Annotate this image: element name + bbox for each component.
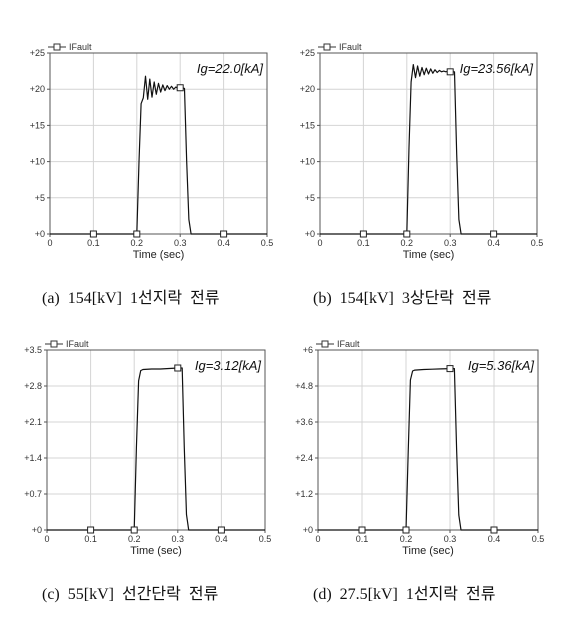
data-marker-a-0 <box>89 230 97 238</box>
x-tick-label-c-0: 0 <box>44 534 49 544</box>
series-line-d-0 <box>318 368 538 531</box>
annotation-b: Ig=23.56[kA] <box>460 61 534 76</box>
caption-b: (b) 154[kV] 3상단락 전류 <box>313 290 492 307</box>
y-tick-label-b-5: +25 <box>300 48 315 58</box>
x-tick-label-a-1: 0.1 <box>87 238 100 248</box>
data-marker-b-1 <box>403 230 411 238</box>
series-line-b-0 <box>320 63 537 235</box>
annotation-c: Ig=3.12[kA] <box>195 358 262 373</box>
caption-d: (d) 27.5[kV] 1선지락 전류 <box>313 586 496 603</box>
y-tick-label-a-2: +10 <box>30 157 45 167</box>
data-marker-d-3 <box>490 526 498 534</box>
x-tick-label-d-0: 0 <box>315 534 320 544</box>
x-axis-label-a: Time (sec) <box>133 249 185 261</box>
y-tick-label-a-4: +20 <box>30 84 45 94</box>
y-tick-label-a-5: +25 <box>30 48 45 58</box>
data-marker-c-3 <box>217 526 225 534</box>
y-tick-label-b-2: +10 <box>300 157 315 167</box>
plot-frame-b <box>319 52 538 235</box>
x-tick-label-b-5: 0.5 <box>531 238 544 248</box>
x-tick-label-a-2: 0.2 <box>131 238 144 248</box>
legend-marker-d <box>321 340 329 348</box>
x-tick-label-c-1: 0.1 <box>84 534 97 544</box>
x-tick-label-a-3: 0.3 <box>174 238 187 248</box>
x-tick-label-b-4: 0.4 <box>487 238 500 248</box>
plot-frame-a <box>49 52 268 235</box>
x-tick-label-d-3: 0.3 <box>444 534 457 544</box>
legend-label-d: IFault <box>337 339 360 349</box>
chart-c: +0 +0.7 +1.4 +2.1 +2.8 +3.5 0 0.1 0.2 0.3 0.4 0.5 Ti… <box>24 339 271 557</box>
legend-marker-c <box>50 340 58 348</box>
y-tick-label-c-1: +0.7 <box>24 489 42 499</box>
caption-a: (a) 154[kV] 1선지락 전류 <box>42 290 220 307</box>
data-marker-a-3 <box>220 230 228 238</box>
y-tick-label-d-2: +2.4 <box>295 453 313 463</box>
data-marker-a-1 <box>133 230 141 238</box>
data-marker-b-3 <box>490 230 498 238</box>
x-tick-label-b-0: 0 <box>317 238 322 248</box>
y-tick-label-b-4: +20 <box>300 84 315 94</box>
x-tick-label-c-5: 0.5 <box>259 534 272 544</box>
x-tick-label-b-2: 0.2 <box>401 238 414 248</box>
y-tick-label-b-3: +15 <box>300 120 315 130</box>
data-marker-d-1 <box>402 526 410 534</box>
x-tick-label-c-4: 0.4 <box>215 534 228 544</box>
data-marker-d-2 <box>446 365 454 373</box>
x-tick-label-d-5: 0.5 <box>532 534 545 544</box>
y-tick-label-d-5: +6 <box>303 345 313 355</box>
x-tick-label-b-3: 0.3 <box>444 238 457 248</box>
y-tick-label-c-4: +2.8 <box>24 381 42 391</box>
y-tick-label-b-0: +0 <box>305 229 315 239</box>
series-line-c-0 <box>47 367 265 531</box>
y-tick-label-a-0: +0 <box>35 229 45 239</box>
chart-b: +0 +5 +10 +15 +20 +25 0 0.1 0.2 0.3 0.4 0.5 Time (se… <box>300 42 544 261</box>
plot-frame-d <box>317 349 539 531</box>
annotation-a: Ig=22.0[kA] <box>197 61 264 76</box>
annotation-d: Ig=5.36[kA] <box>468 358 535 373</box>
legend-label-c: IFault <box>66 339 89 349</box>
data-marker-d-0 <box>358 526 366 534</box>
data-marker-b-0 <box>359 230 367 238</box>
y-tick-label-a-3: +15 <box>30 120 45 130</box>
data-marker-b-2 <box>446 68 454 76</box>
x-tick-label-a-5: 0.5 <box>261 238 274 248</box>
x-tick-label-a-0: 0 <box>47 238 52 248</box>
y-tick-label-c-2: +1.4 <box>24 453 42 463</box>
y-tick-label-d-1: +1.2 <box>295 489 313 499</box>
y-tick-label-d-0: +0 <box>303 525 313 535</box>
caption-c: (c) 55[kV] 선간단락 전류 <box>42 586 219 603</box>
x-tick-label-c-3: 0.3 <box>172 534 185 544</box>
x-tick-label-d-4: 0.4 <box>488 534 501 544</box>
x-tick-label-b-1: 0.1 <box>357 238 370 248</box>
y-tick-label-b-1: +5 <box>305 193 315 203</box>
x-axis-label-d: Time (sec) <box>402 545 454 557</box>
plot-frame-c <box>46 349 266 531</box>
legend-label-b: IFault <box>339 42 362 52</box>
y-tick-label-a-1: +5 <box>35 193 45 203</box>
data-marker-c-0 <box>87 526 95 534</box>
y-tick-label-c-3: +2.1 <box>24 417 42 427</box>
x-tick-label-d-1: 0.1 <box>356 534 369 544</box>
y-tick-label-c-0: +0 <box>32 525 42 535</box>
x-tick-label-c-2: 0.2 <box>128 534 141 544</box>
x-tick-label-a-4: 0.4 <box>217 238 230 248</box>
series-line-a-0 <box>50 75 267 235</box>
legend-label-a: IFault <box>69 42 92 52</box>
x-axis-label-b: Time (sec) <box>403 249 455 261</box>
legend-marker-b <box>323 43 331 51</box>
data-marker-a-2 <box>176 84 184 92</box>
chart-a: +0 +5 +10 +15 +20 +25 0 0.1 0.2 0.3 0.4 0.5 Time (se… <box>30 42 274 261</box>
data-marker-c-1 <box>130 526 138 534</box>
y-tick-label-d-3: +3.6 <box>295 417 313 427</box>
x-axis-label-c: Time (sec) <box>130 545 182 557</box>
chart-d: +0 +1.2 +2.4 +3.6 +4.8 +6 0 0.1 0.2 0.3 0.4 0.5 Time… <box>295 339 544 557</box>
data-marker-c-2 <box>174 364 182 372</box>
legend-marker-a <box>53 43 61 51</box>
y-tick-label-d-4: +4.8 <box>295 381 313 391</box>
x-tick-label-d-2: 0.2 <box>400 534 413 544</box>
y-tick-label-c-5: +3.5 <box>24 345 42 355</box>
